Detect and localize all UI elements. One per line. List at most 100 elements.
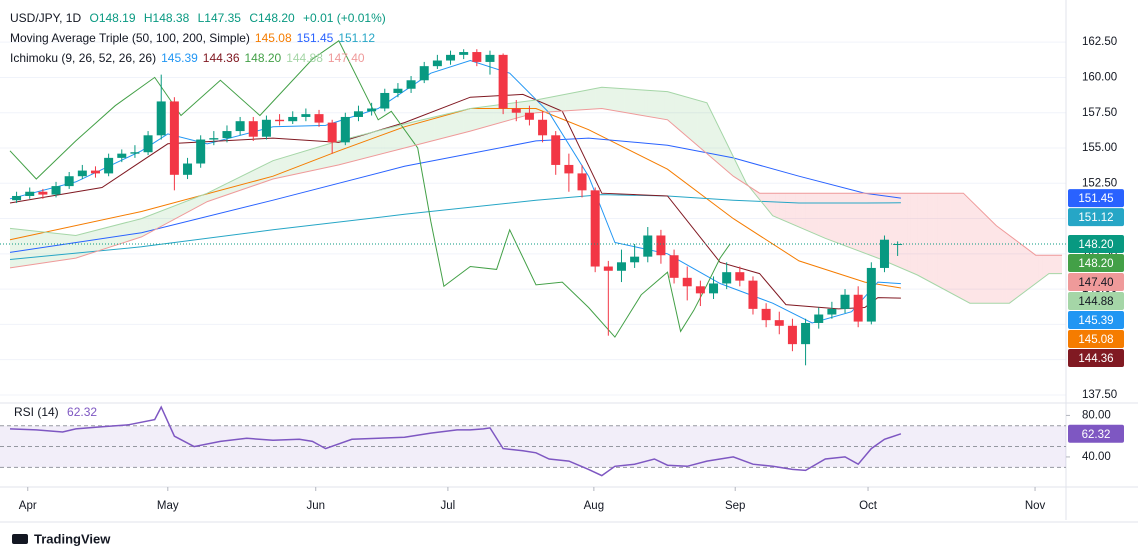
cloud [1012, 237, 1016, 301]
cloud [519, 101, 523, 118]
y-tick-label: 162.50 [1082, 36, 1117, 48]
candle-body [64, 176, 74, 187]
cloud [647, 90, 652, 117]
x-tick-label: May [157, 500, 179, 512]
cloud [937, 193, 941, 288]
rsi-tag-label: 62.32 [1082, 429, 1111, 441]
cloud [1029, 250, 1033, 289]
cloud [799, 193, 803, 229]
cloud [447, 113, 451, 137]
cloud [674, 93, 678, 129]
cloud [509, 102, 513, 121]
indicator-title: Moving Average Triple (50, 100, 200, Sim… [10, 31, 250, 45]
candle-body [735, 272, 745, 281]
cloud [95, 229, 99, 252]
cloud [374, 130, 379, 156]
cloud [26, 230, 30, 266]
cloud [315, 146, 320, 170]
cloud [466, 108, 471, 132]
indicator-line [9, 107, 1062, 269]
cloud [269, 160, 273, 181]
symbol: USD/JPY, 1D [10, 11, 82, 25]
cloud [19, 229, 24, 267]
cloud [641, 89, 645, 116]
price-tag-label: 144.88 [1078, 296, 1113, 308]
cloud [131, 220, 135, 241]
candle-body [340, 116, 350, 143]
candle-body [774, 320, 784, 326]
cloud [706, 102, 711, 157]
cloud [703, 101, 707, 154]
y-tick-label: 157.50 [1082, 107, 1117, 119]
cloud [138, 218, 142, 238]
cloud [1058, 255, 1062, 274]
cloud [187, 199, 191, 213]
legend-value: 144.88 [286, 51, 323, 65]
cloud [141, 217, 145, 237]
cloud [483, 106, 487, 128]
cloud [368, 132, 372, 158]
cloud [697, 100, 701, 148]
price-tag-label: 145.08 [1078, 334, 1113, 346]
cloud [259, 165, 264, 184]
y-tick-label: 152.50 [1082, 177, 1117, 189]
cloud [595, 87, 599, 109]
candle-body [498, 54, 508, 109]
cloud [772, 193, 776, 218]
x-tick-label: Aug [584, 500, 604, 512]
cloud [562, 94, 566, 112]
cloud [815, 193, 819, 236]
cloud [940, 193, 944, 290]
cloud [157, 210, 162, 229]
cloud [956, 193, 961, 298]
candle-body [722, 272, 732, 284]
cloud [874, 193, 878, 259]
ichimoku-legend: Ichimoku (9, 26, 52, 26, 26) 145.39 144.36… [10, 51, 370, 65]
cloud [404, 123, 408, 148]
cloud [920, 193, 924, 279]
cloud [825, 193, 829, 240]
candle-body [616, 262, 626, 271]
cloud [966, 196, 970, 304]
cloud [657, 90, 661, 119]
candle-body [235, 121, 245, 132]
candle-body [511, 108, 521, 113]
cloud [371, 131, 375, 157]
price-tag-label: 145.39 [1078, 315, 1113, 327]
cloud [164, 208, 168, 225]
cloud [486, 105, 490, 127]
cloud [930, 193, 934, 284]
cloud [858, 193, 862, 252]
indicator-line [9, 194, 901, 260]
cloud [217, 186, 221, 199]
candle-body [866, 267, 876, 322]
cloud [256, 167, 260, 185]
cloud [559, 94, 563, 112]
legend-value: 144.36 [202, 51, 240, 65]
cloud [552, 96, 556, 112]
candle-body [353, 111, 363, 117]
cloud [670, 92, 675, 126]
rsi-tag [1068, 424, 1124, 443]
cloud [276, 158, 280, 179]
cloud [325, 143, 329, 168]
cloud [900, 193, 905, 270]
x-tick-label: Jun [306, 500, 325, 512]
cloud [420, 119, 425, 144]
candle-body [419, 66, 429, 81]
cloud [161, 209, 165, 227]
cloud [174, 204, 178, 220]
cloud [624, 88, 629, 114]
change: +0.01 (+0.01%) [303, 11, 386, 25]
cloud [585, 89, 589, 110]
high: H148.38 [143, 11, 190, 25]
candle-body [90, 170, 100, 174]
cloud [358, 135, 362, 160]
rsi-tick-label: 80.00 [1082, 409, 1111, 421]
cloud [529, 100, 533, 115]
cloud [923, 193, 928, 281]
cloud [644, 90, 648, 117]
cloud [677, 94, 681, 132]
